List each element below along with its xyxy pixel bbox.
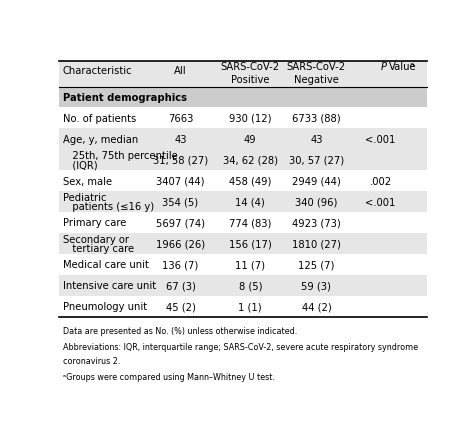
Bar — [59, 61, 427, 87]
Text: 3407 (44): 3407 (44) — [156, 176, 205, 186]
Text: 34, 62 (28): 34, 62 (28) — [223, 155, 278, 166]
Bar — [59, 129, 427, 150]
Text: 11 (7): 11 (7) — [235, 260, 265, 270]
Text: 59 (3): 59 (3) — [301, 280, 331, 291]
Text: 43: 43 — [310, 135, 323, 144]
Bar — [59, 171, 427, 192]
Text: 156 (17): 156 (17) — [229, 239, 272, 249]
Text: 31, 58 (27): 31, 58 (27) — [153, 155, 208, 166]
Text: 930 (12): 930 (12) — [229, 114, 272, 124]
Text: 67 (3): 67 (3) — [165, 280, 195, 291]
Text: 136 (7): 136 (7) — [163, 260, 199, 270]
Text: 14 (4): 14 (4) — [236, 197, 265, 207]
Text: 7663: 7663 — [168, 114, 193, 124]
Text: 43: 43 — [174, 135, 187, 144]
Bar — [59, 254, 427, 275]
Text: (IQR): (IQR) — [63, 160, 98, 170]
Text: coronavirus 2.: coronavirus 2. — [63, 356, 120, 365]
Bar — [59, 275, 427, 296]
Text: 1810 (27): 1810 (27) — [292, 239, 341, 249]
Text: 45 (2): 45 (2) — [165, 301, 195, 311]
Text: Characteristic: Characteristic — [63, 66, 133, 76]
Text: Secondary or: Secondary or — [63, 234, 129, 245]
Text: Primary care: Primary care — [63, 218, 126, 228]
Text: 49: 49 — [244, 135, 256, 144]
Text: Positive: Positive — [231, 75, 270, 85]
Text: Patient demographics: Patient demographics — [63, 93, 187, 103]
Text: 5697 (74): 5697 (74) — [156, 218, 205, 228]
Text: No. of patients: No. of patients — [63, 114, 136, 124]
Bar — [59, 212, 427, 233]
Bar — [59, 87, 427, 108]
Text: <.001: <.001 — [365, 135, 396, 144]
Bar — [59, 233, 427, 254]
Bar — [59, 192, 427, 212]
Text: 30, 57 (27): 30, 57 (27) — [289, 155, 344, 166]
Text: 8 (5): 8 (5) — [238, 280, 262, 291]
Text: Value: Value — [389, 62, 416, 72]
Text: 1966 (26): 1966 (26) — [156, 239, 205, 249]
Text: 125 (7): 125 (7) — [298, 260, 335, 270]
Text: 774 (83): 774 (83) — [229, 218, 272, 228]
Text: 25th, 75th percentile: 25th, 75th percentile — [63, 151, 178, 161]
Text: Pneumology unit: Pneumology unit — [63, 301, 147, 311]
Text: tertiary care: tertiary care — [63, 243, 134, 253]
Text: Data are presented as No. (%) unless otherwise indicated.: Data are presented as No. (%) unless oth… — [63, 326, 297, 335]
Text: SARS-CoV-2: SARS-CoV-2 — [287, 62, 346, 72]
Text: a: a — [410, 62, 414, 68]
Text: Pediatric: Pediatric — [63, 193, 107, 203]
Text: 1 (1): 1 (1) — [238, 301, 262, 311]
Text: 44 (2): 44 (2) — [301, 301, 331, 311]
Text: Sex, male: Sex, male — [63, 176, 112, 186]
Text: Abbreviations: IQR, interquartile range; SARS-CoV-2, severe acute respiratory sy: Abbreviations: IQR, interquartile range;… — [63, 342, 418, 351]
Text: All: All — [174, 66, 187, 76]
Text: 4923 (73): 4923 (73) — [292, 218, 341, 228]
Text: .002: .002 — [370, 176, 392, 186]
Bar — [59, 150, 427, 171]
Text: 458 (49): 458 (49) — [229, 176, 272, 186]
Text: 2949 (44): 2949 (44) — [292, 176, 341, 186]
Text: ᵃGroups were compared using Mann–Whitney U test.: ᵃGroups were compared using Mann–Whitney… — [63, 372, 275, 381]
Text: SARS-CoV-2: SARS-CoV-2 — [221, 62, 280, 72]
Text: P: P — [381, 62, 387, 72]
Bar — [59, 296, 427, 317]
Text: Age, y, median: Age, y, median — [63, 135, 138, 144]
Text: 340 (96): 340 (96) — [295, 197, 337, 207]
Bar — [59, 108, 427, 129]
Text: <.001: <.001 — [365, 197, 396, 207]
Text: Medical care unit: Medical care unit — [63, 260, 149, 270]
Text: 6733 (88): 6733 (88) — [292, 114, 341, 124]
Text: 354 (5): 354 (5) — [163, 197, 199, 207]
Text: Negative: Negative — [294, 75, 339, 85]
Text: patients (≤16 y): patients (≤16 y) — [63, 201, 154, 212]
Text: Intensive care unit: Intensive care unit — [63, 280, 156, 291]
